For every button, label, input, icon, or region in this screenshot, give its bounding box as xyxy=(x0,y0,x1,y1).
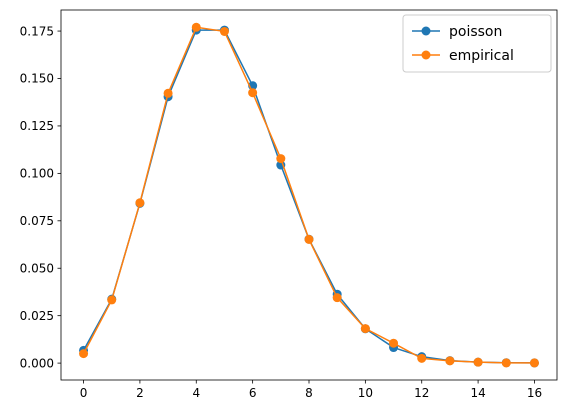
y-tick-label: 0.025 xyxy=(20,309,54,323)
legend: poisson empirical xyxy=(402,14,552,73)
x-tick-label: 10 xyxy=(358,386,373,400)
legend-label-poisson: poisson xyxy=(449,24,502,40)
x-tick-label: 16 xyxy=(527,386,542,400)
x-tick-label: 12 xyxy=(414,386,429,400)
data-point-empirical xyxy=(276,154,286,164)
data-point-empirical xyxy=(248,88,258,98)
data-point-empirical xyxy=(332,293,342,303)
legend-box xyxy=(402,14,552,73)
data-point-empirical xyxy=(304,234,314,244)
data-point-empirical xyxy=(135,198,145,208)
y-tick-label: 0.175 xyxy=(20,24,54,38)
data-point-empirical xyxy=(360,324,370,334)
data-point-empirical xyxy=(501,358,511,368)
x-tick-label: 0 xyxy=(80,386,88,400)
data-point-empirical xyxy=(389,338,399,348)
data-point-empirical xyxy=(473,357,483,367)
data-point-empirical xyxy=(191,22,201,32)
series-layer xyxy=(79,22,539,368)
y-tick-label: 0.100 xyxy=(20,167,54,181)
legend-label-empirical: empirical xyxy=(449,48,514,64)
data-point-empirical xyxy=(219,26,229,36)
series-line-empirical xyxy=(82,26,535,364)
x-tick-label: 2 xyxy=(136,386,144,400)
plot-frame xyxy=(60,9,558,381)
y-tick-label: 0.050 xyxy=(20,261,54,275)
legend-marker-empirical xyxy=(421,50,431,60)
data-point-empirical xyxy=(417,353,427,363)
series-line-poisson xyxy=(82,29,535,364)
y-tick-label: 0.150 xyxy=(20,72,54,86)
data-point-empirical xyxy=(163,88,173,98)
y-tick-label: 0.000 xyxy=(20,356,54,370)
legend-marker-poisson xyxy=(421,26,431,36)
data-point-empirical xyxy=(445,356,455,366)
ticks-layer: 0 2 4 6 8 10 12 14 16 0.000 0.025 0.050 0.075 0.100 0.… xyxy=(20,24,542,400)
y-tick-label: 0.125 xyxy=(20,119,54,133)
data-point-empirical xyxy=(79,349,89,359)
x-tick-label: 14 xyxy=(470,386,485,400)
data-point-empirical xyxy=(529,358,539,368)
data-point-empirical xyxy=(107,295,117,305)
y-tick-label: 0.075 xyxy=(20,214,54,228)
x-tick-label: 6 xyxy=(249,386,257,400)
x-tick-label: 8 xyxy=(305,386,313,400)
x-tick-label: 4 xyxy=(192,386,200,400)
